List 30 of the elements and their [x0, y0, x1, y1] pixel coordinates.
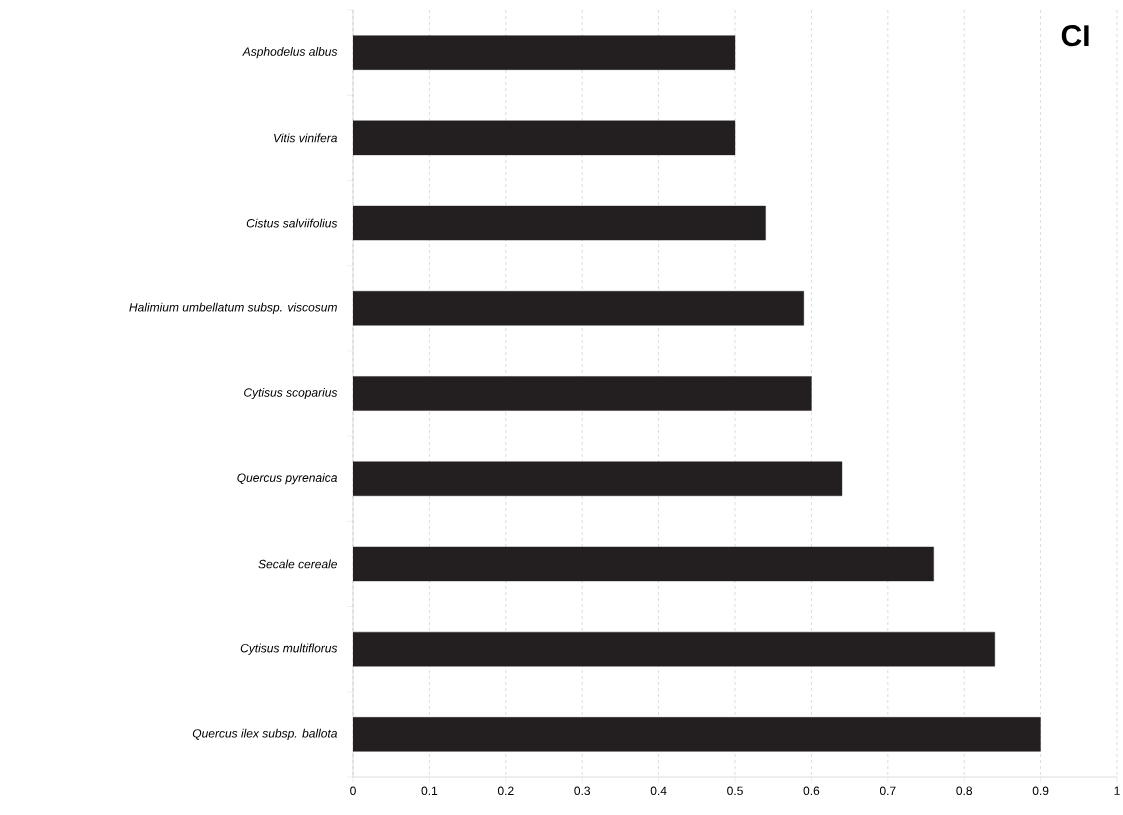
bar [353, 205, 766, 241]
x-tick-label: 1 [1114, 786, 1120, 795]
bar [353, 546, 934, 582]
y-tick-label: Vitis vinifera [274, 133, 338, 143]
y-tick-label: Cistus salviifolius [246, 218, 338, 228]
x-tick-label: 0.9 [1032, 786, 1049, 796]
y-tick-label: Secale cereale [258, 559, 337, 569]
x-tick-label: 0.1 [421, 786, 438, 796]
bar [353, 631, 995, 667]
x-tick-label: 0.4 [650, 786, 667, 796]
bar [353, 376, 812, 411]
y-tick-label: Quercus ilex subsp. ballota [192, 728, 338, 740]
y-tick-label: Halimium umbellatum subsp. viscosum [129, 302, 337, 314]
bar [353, 120, 736, 156]
bar [353, 35, 736, 70]
x-tick-label: 0.3 [574, 786, 591, 796]
x-tick-label: 0.6 [803, 786, 820, 796]
x-tick-label: 0 [350, 786, 356, 796]
y-tick-label: Quercus pyrenaica [237, 473, 338, 485]
y-tick-label: Cytisus multiflorus [240, 643, 338, 655]
bar [353, 717, 1041, 752]
y-tick-label: Asphodelus albus [242, 47, 338, 59]
bar [353, 461, 843, 496]
x-tick-label: 0.5 [727, 786, 743, 796]
x-tick-label: 0.2 [497, 786, 514, 796]
x-tick-label: 0.7 [879, 786, 896, 796]
y-tick-label: Cytisus scoparius [244, 387, 338, 400]
annotation: CI [1061, 25, 1089, 47]
x-tick-label: 0.8 [956, 786, 973, 796]
bar [353, 291, 804, 326]
